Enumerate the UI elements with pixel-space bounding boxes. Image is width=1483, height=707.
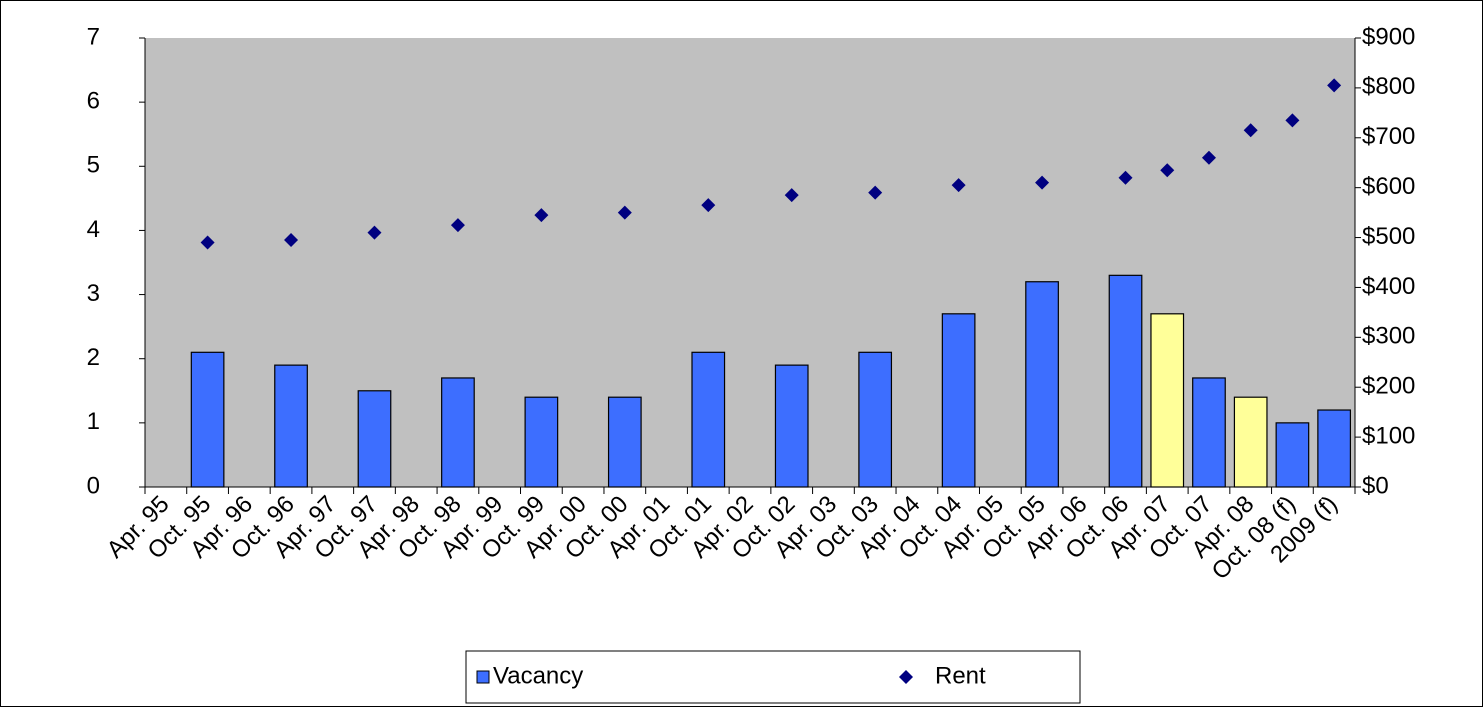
y-tick-label: 0 (87, 472, 100, 499)
bar (1108, 274, 1143, 488)
bar (441, 377, 475, 488)
bar (691, 351, 726, 488)
point (450, 218, 465, 233)
y2-tick-label: $700 (1362, 123, 1415, 150)
bar (1275, 422, 1310, 488)
bar (1317, 409, 1352, 488)
point (200, 235, 215, 250)
point (534, 208, 549, 223)
point (1118, 170, 1133, 185)
point (284, 233, 299, 248)
y2-tick-label: $200 (1362, 373, 1415, 400)
y-tick-label: 2 (87, 344, 100, 371)
point (617, 205, 632, 220)
point (1285, 113, 1300, 128)
y2-tick-label: $100 (1362, 422, 1415, 449)
legend-box (465, 650, 1081, 704)
bar (190, 351, 225, 488)
y2-tick-label: $900 (1362, 23, 1415, 50)
point (784, 188, 799, 203)
point (951, 178, 966, 193)
y2-tick-label: $0 (1362, 472, 1389, 499)
y-tick-label: 6 (87, 87, 100, 114)
legend-label: Rent (935, 662, 986, 689)
legend-swatch (899, 670, 913, 684)
legend-label: Vacancy (493, 662, 583, 689)
point (1243, 123, 1258, 138)
y2-tick-label: $600 (1362, 173, 1415, 200)
bar (1233, 396, 1268, 488)
point (868, 185, 883, 200)
legend-swatch (476, 670, 490, 684)
point (1035, 175, 1050, 190)
y-tick-label: 4 (87, 216, 100, 243)
point (701, 198, 716, 213)
y-tick-label: 1 (87, 408, 100, 435)
bar (524, 396, 559, 488)
bar (357, 390, 392, 488)
bar (607, 396, 642, 488)
y2-tick-label: $400 (1362, 273, 1415, 300)
point (1160, 163, 1175, 178)
bar (774, 364, 809, 488)
bar (858, 351, 893, 488)
bar (1150, 313, 1185, 488)
y-tick-label: 3 (87, 280, 100, 307)
bar (274, 364, 308, 488)
bar (941, 313, 976, 488)
y2-tick-label: $500 (1362, 223, 1415, 250)
y-tick-label: 7 (87, 23, 100, 50)
bar (1025, 281, 1059, 488)
y-tick-label: 5 (87, 152, 100, 179)
bar (1192, 377, 1226, 488)
y2-tick-label: $800 (1362, 73, 1415, 100)
point (1327, 78, 1342, 93)
y2-tick-label: $300 (1362, 323, 1415, 350)
point (367, 225, 382, 240)
point (1201, 150, 1216, 165)
